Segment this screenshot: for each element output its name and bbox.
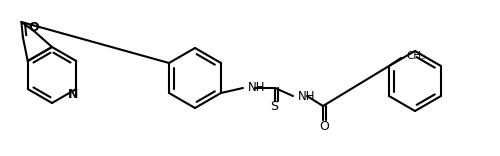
Text: NH: NH: [248, 80, 266, 93]
Text: O: O: [28, 21, 39, 34]
Text: N: N: [68, 88, 78, 100]
Text: CH₃: CH₃: [406, 51, 425, 61]
Text: O: O: [319, 119, 329, 132]
Text: NH: NH: [298, 90, 316, 102]
Text: S: S: [270, 100, 278, 112]
